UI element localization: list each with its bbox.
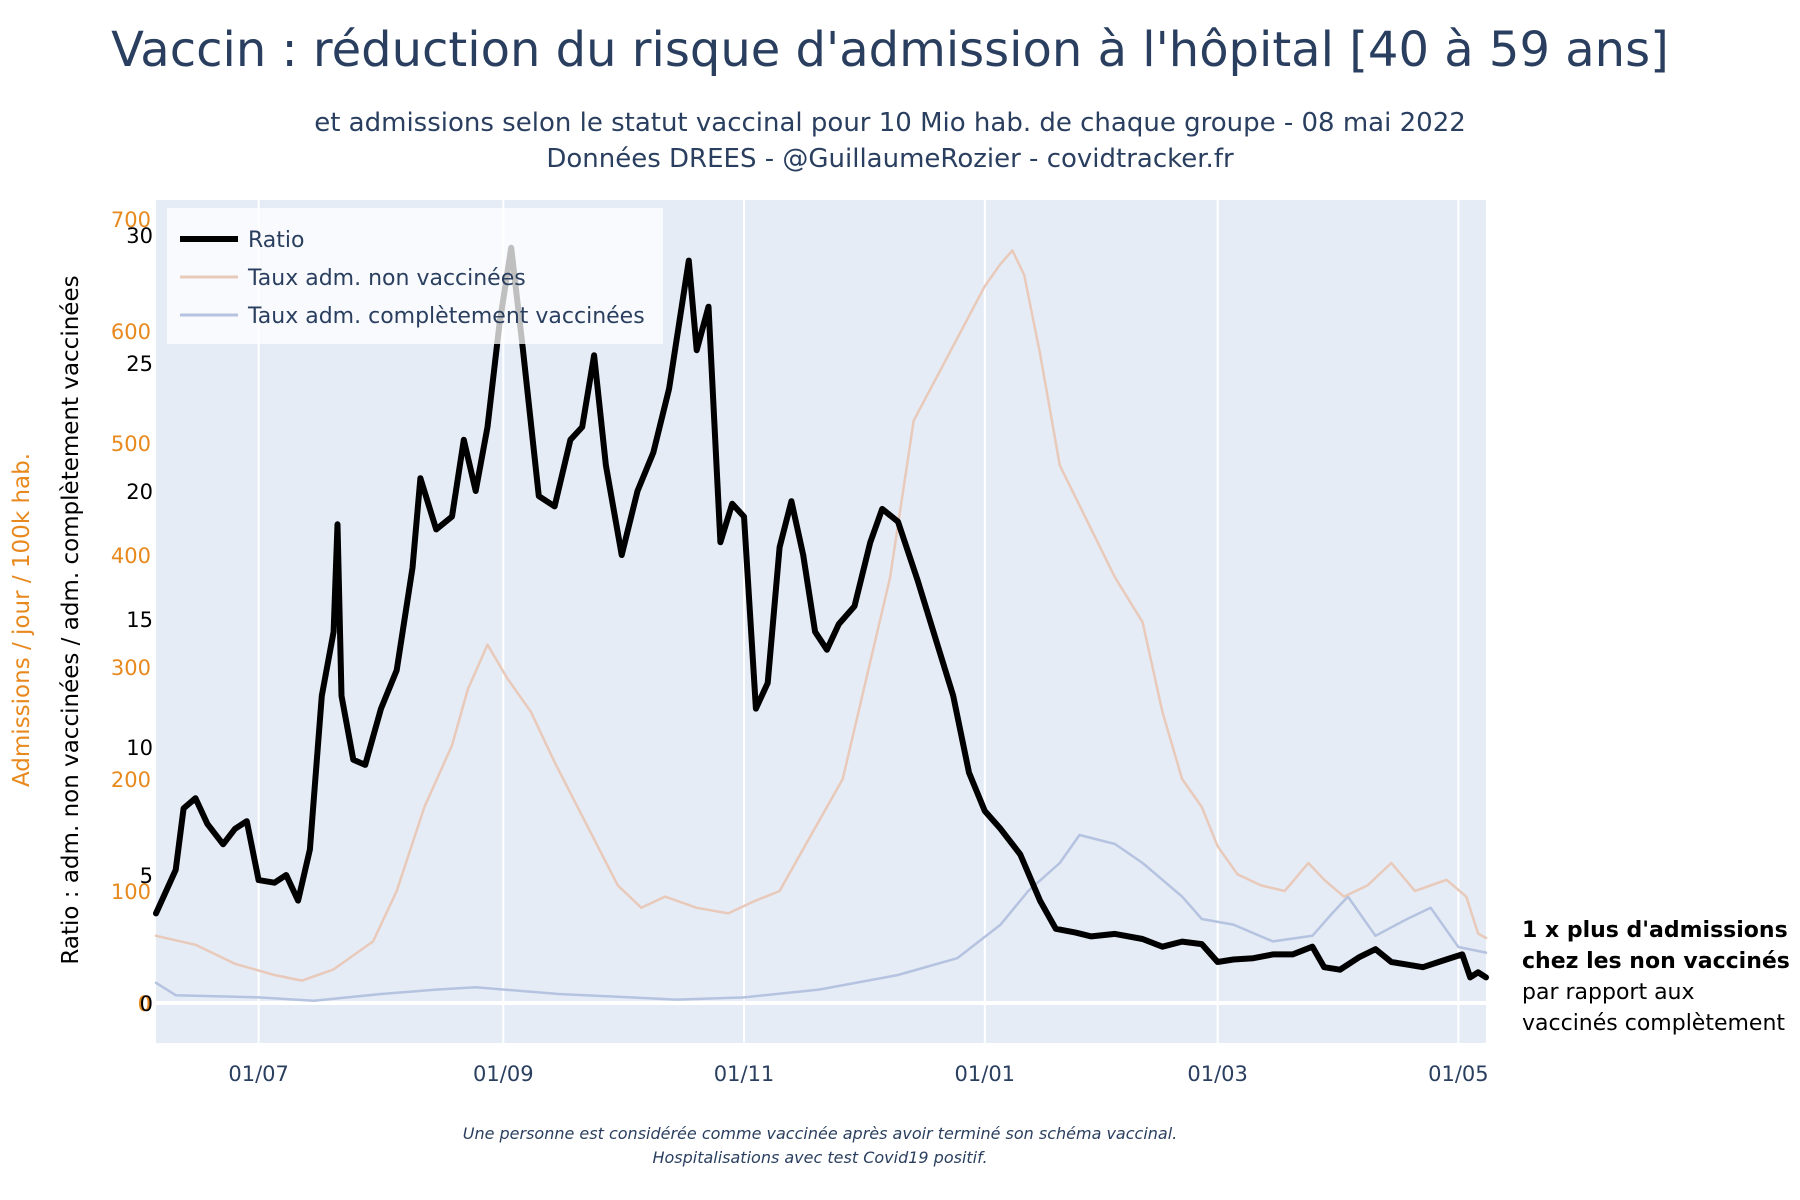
legend-background [167,208,663,344]
annotation-ratio-line-3: par rapport aux [1522,980,1695,1005]
footnote-line-2: Hospitalisations avec test Covid19 posit… [652,1148,988,1167]
chart-source: Données DREES - @GuillaumeRozier - covid… [546,144,1234,174]
y-right-tick-label: 0 [140,992,153,1016]
legend-label-unvaccinated: Taux adm. non vaccinées [247,266,526,291]
x-tick-label: 01/05 [1428,1062,1489,1086]
series-line-ratio [153,244,1489,981]
y-right-tick-label: 5 [140,864,153,888]
series-line-vaccinated [154,833,1488,1003]
y-left-tick-label: 0 [138,992,151,1016]
annotation-ratio-line-4: vaccinés complètement [1522,1011,1786,1036]
axes: 01/07 01/09 01/11 01/01 01/03 01/05 0 100 200 300… [111,208,1489,1086]
chart-title: Vaccin : réduction du risque d'admission… [111,22,1669,78]
y-left-tick-label: 300 [111,656,151,680]
y-right-tick-label: 30 [126,224,153,248]
x-tick-label: 01/09 [473,1062,534,1086]
y-left-tick-label: 700 [111,208,151,232]
series-layer [153,244,1489,1003]
annotation-ratio-line-1: 1 x plus d'admissions [1522,918,1788,943]
annotation-ratio-line-2: chez les non vaccinés [1522,949,1790,974]
y-axis-ratio-label: Ratio : adm. non vaccinées / adm. complè… [58,275,84,964]
x-tick-label: 01/07 [228,1062,289,1086]
legend-label-vaccinated: Taux adm. complètement vaccinées [247,304,645,329]
chart-subtitle: et admissions selon le statut vaccinal p… [314,108,1466,138]
series-line-unvaccinated [154,249,1488,982]
x-tick-label: 01/03 [1187,1062,1248,1086]
y-right-tick-label: 20 [126,480,153,504]
y-left-tick-label: 100 [111,880,151,904]
y-right-tick-label: 25 [126,352,153,376]
y-left-tick-label: 600 [111,320,151,344]
y-left-tick-label: 400 [111,544,151,568]
legend-label-ratio: Ratio [248,228,304,253]
y-axis-left-label: Admissions / jour / 100k hab. [9,453,35,787]
footnote-line-1: Une personne est considérée comme vaccin… [462,1124,1178,1143]
y-right-tick-label: 10 [126,736,153,760]
legend[interactable]: Ratio Taux adm. non vaccinées Taux adm. … [167,208,663,344]
x-tick-label: 01/01 [955,1062,1016,1086]
y-left-tick-label: 500 [111,432,151,456]
y-left-tick-label: 200 [111,768,151,792]
x-tick-label: 01/11 [714,1062,775,1086]
y-right-tick-label: 15 [126,608,153,632]
